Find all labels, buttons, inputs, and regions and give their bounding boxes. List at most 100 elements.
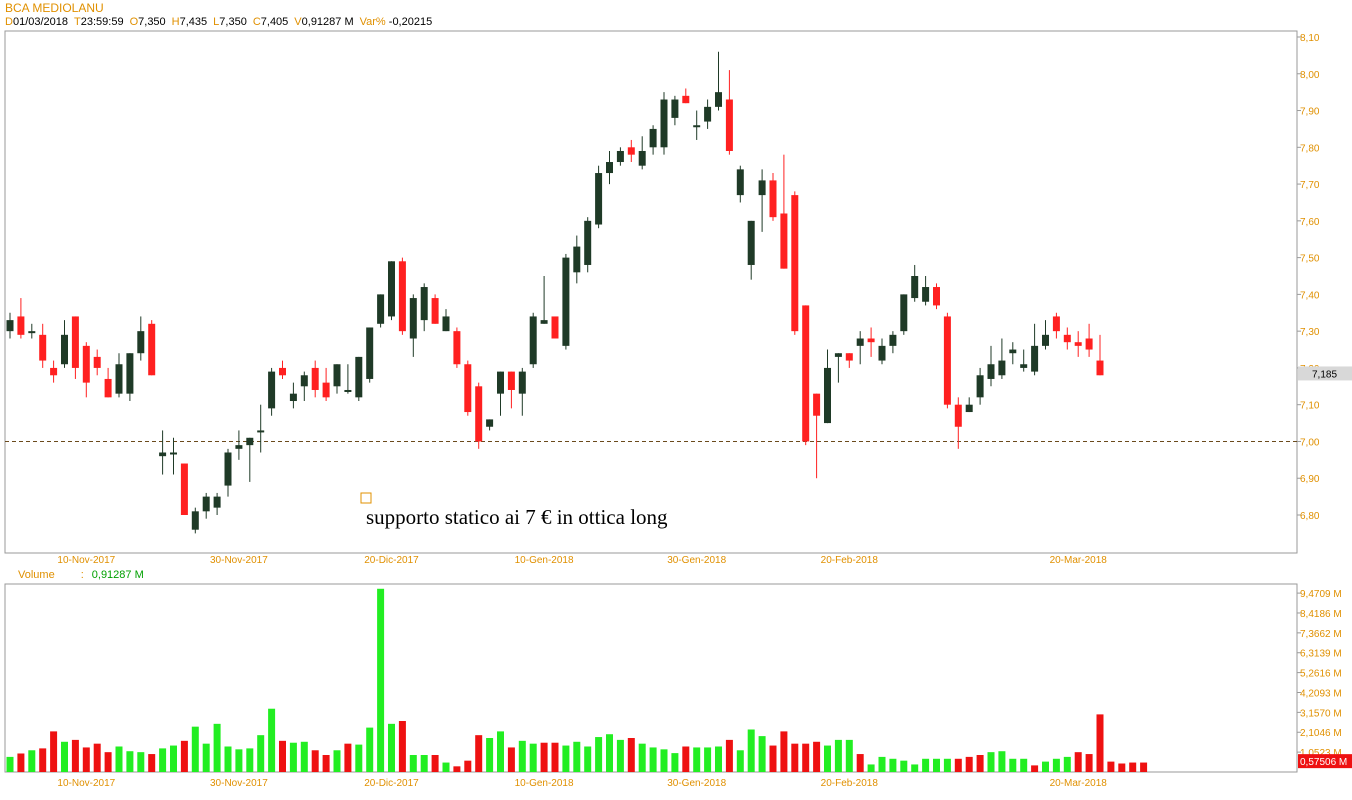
volume-bar-up [1042, 761, 1049, 772]
candle-up [333, 364, 341, 387]
volume-bar-down [453, 766, 461, 772]
candle-down [813, 393, 821, 416]
annotation-marker[interactable] [360, 492, 372, 504]
candle-down [71, 316, 79, 368]
volume-bar-down [50, 731, 58, 772]
volume-bar-up [420, 755, 428, 772]
volume-bar-down [93, 743, 101, 772]
volume-bar-up [758, 736, 766, 772]
volume-bar-down [965, 756, 973, 772]
volume-bar-up [845, 739, 853, 772]
volume-bar-down [856, 754, 864, 772]
volume-bar-up [900, 760, 908, 772]
candle-up [540, 320, 548, 324]
volume-bar-up [867, 764, 875, 772]
candle-up [965, 404, 973, 413]
volume-bar-down [769, 745, 777, 772]
date-label-price: 20-Feb-2018 [821, 555, 879, 566]
candle-up [1020, 364, 1028, 368]
volume-bar-down [725, 739, 733, 772]
volume-bar-up [616, 739, 624, 772]
info-field-t: T23:59:59 [74, 16, 124, 28]
volume-bar-up [922, 758, 930, 772]
info-key: V [294, 16, 302, 28]
volume-bar-up [126, 751, 134, 772]
date-label-price: 30-Gen-2018 [667, 555, 726, 566]
volume-bar-down [540, 742, 548, 772]
info-field-d: D01/03/2018 [5, 16, 68, 28]
candle-down [148, 323, 156, 376]
volume-bar-down [398, 721, 406, 772]
candle-up [159, 452, 167, 457]
volume-bar-up [987, 752, 995, 772]
info-field-v: V0,91287 M [294, 16, 353, 28]
volume-bar-up [246, 748, 254, 772]
volume-bar-up [300, 741, 308, 772]
candle-down [453, 331, 461, 365]
candle-up [366, 327, 374, 379]
volume-bar-up [595, 737, 603, 772]
info-key: C [252, 16, 261, 28]
candle-down [802, 305, 810, 442]
volume-bar-down [507, 747, 515, 772]
volume-label: Volume [18, 569, 55, 581]
candle-down [1096, 360, 1104, 376]
candle-up [268, 371, 276, 409]
info-value: 7,435 [179, 16, 208, 28]
candle-down [954, 404, 962, 427]
candle-up [704, 106, 712, 122]
volume-bar-up [562, 745, 570, 772]
annotation-text: supporto statico ai 7 € in ottica long [366, 505, 668, 529]
volume-tick-label: 9,4709 M [1300, 589, 1342, 600]
candle-up [409, 298, 417, 339]
candle-up [497, 371, 504, 394]
candle-up [660, 99, 668, 148]
volume-tick-label: 3,1570 M [1300, 708, 1342, 719]
volume-bar-up [911, 764, 919, 772]
candle-up [747, 220, 755, 265]
info-key: L [213, 16, 220, 28]
candle-up [1009, 349, 1017, 354]
volume-bar-up [1020, 758, 1028, 772]
volume-bar-up [388, 723, 395, 772]
volume-tick-label: 1,0523 M [1300, 748, 1342, 759]
volume-bar-up [213, 723, 221, 772]
candle-up [28, 331, 36, 334]
volume-bar-down [954, 758, 962, 772]
candle-down [1052, 316, 1060, 332]
volume-bar-up [191, 726, 199, 772]
candle-down [311, 367, 319, 390]
info-key: H [171, 16, 180, 28]
volume-bar-up [497, 731, 504, 772]
price-panel-border [4, 30, 1298, 554]
candle-up [518, 371, 526, 394]
candle-down [39, 334, 47, 361]
volume-bar-down [802, 743, 810, 772]
candle-down [1074, 342, 1082, 346]
volume-bar-up [486, 738, 494, 772]
volume-bar-up [6, 756, 14, 772]
candle-up [377, 294, 385, 324]
candle-down [431, 298, 439, 324]
candle-up [824, 367, 831, 424]
candle-up [246, 437, 254, 446]
volume-bar-down [431, 755, 439, 772]
date-label-price: 30-Nov-2017 [210, 555, 268, 566]
price-tick-label: 7,30 [1300, 327, 1320, 338]
candle-up [606, 162, 613, 174]
volume-bar-up [409, 755, 417, 772]
volume-tick-label: 6,3139 M [1300, 649, 1342, 660]
candle-up [6, 320, 14, 332]
price-tick-label: 8,10 [1300, 33, 1320, 44]
candle-up [856, 338, 864, 346]
volume-bar-up [943, 758, 951, 772]
volume-bar-up [1063, 756, 1071, 772]
info-value: 7,350 [219, 16, 247, 28]
candle-up [137, 331, 145, 354]
volume-bar-up [355, 744, 363, 772]
volume-bar-down [791, 743, 799, 772]
volume-bar-up [998, 751, 1006, 772]
volume-bar-up [377, 588, 385, 772]
volume-bar-up [671, 753, 679, 772]
